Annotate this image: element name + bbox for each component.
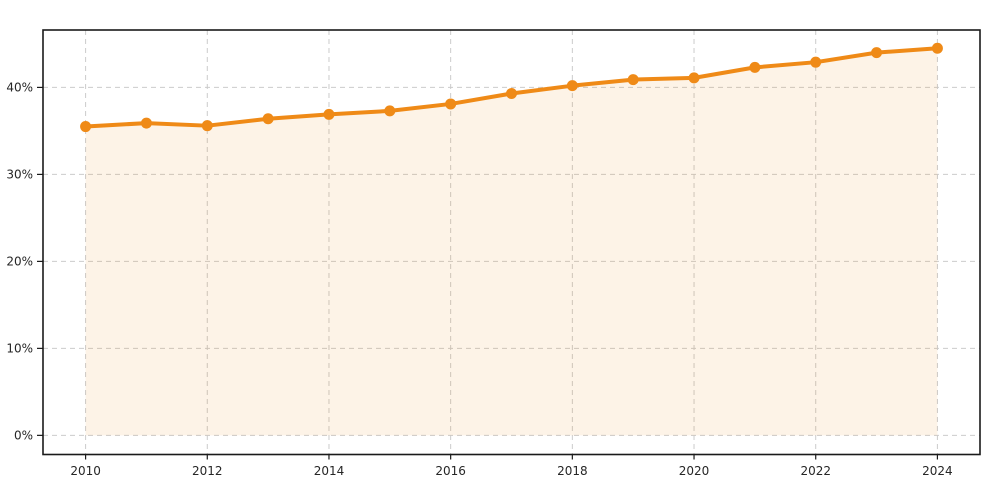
data-point-2010 bbox=[80, 121, 92, 133]
data-point-2021 bbox=[749, 61, 761, 73]
data-point-2017 bbox=[506, 88, 517, 100]
data-point-2015 bbox=[384, 105, 396, 117]
y-tick-label: 0% bbox=[14, 428, 33, 442]
data-point-2022 bbox=[810, 56, 822, 68]
data-point-2018 bbox=[566, 80, 578, 92]
x-tick-label: 2012 bbox=[192, 464, 223, 478]
y-tick-label: 10% bbox=[6, 341, 33, 355]
x-tick-label: 2024 bbox=[922, 464, 953, 478]
x-tick-label: 2022 bbox=[800, 464, 831, 478]
x-tick-label: 2020 bbox=[679, 464, 710, 478]
x-tick-label: 2010 bbox=[70, 464, 101, 478]
plot-frame bbox=[42, 29, 981, 456]
data-point-2019 bbox=[627, 74, 639, 86]
y-tick-label: 40% bbox=[6, 80, 33, 94]
data-point-2023 bbox=[871, 47, 883, 59]
x-tick-label: 2014 bbox=[314, 464, 345, 478]
x-tick-label: 2018 bbox=[557, 464, 588, 478]
data-point-2016 bbox=[445, 98, 457, 110]
y-tick-label: 30% bbox=[6, 167, 33, 181]
data-point-2020 bbox=[688, 72, 700, 84]
y-tick-label: 20% bbox=[6, 254, 33, 268]
data-point-2013 bbox=[262, 113, 274, 125]
data-point-2011 bbox=[140, 117, 152, 129]
data-point-2014 bbox=[323, 108, 335, 120]
x-tick-label: 2016 bbox=[435, 464, 466, 478]
data-point-2024 bbox=[931, 42, 943, 54]
data-point-2012 bbox=[201, 120, 213, 132]
area-fill bbox=[85, 48, 938, 436]
